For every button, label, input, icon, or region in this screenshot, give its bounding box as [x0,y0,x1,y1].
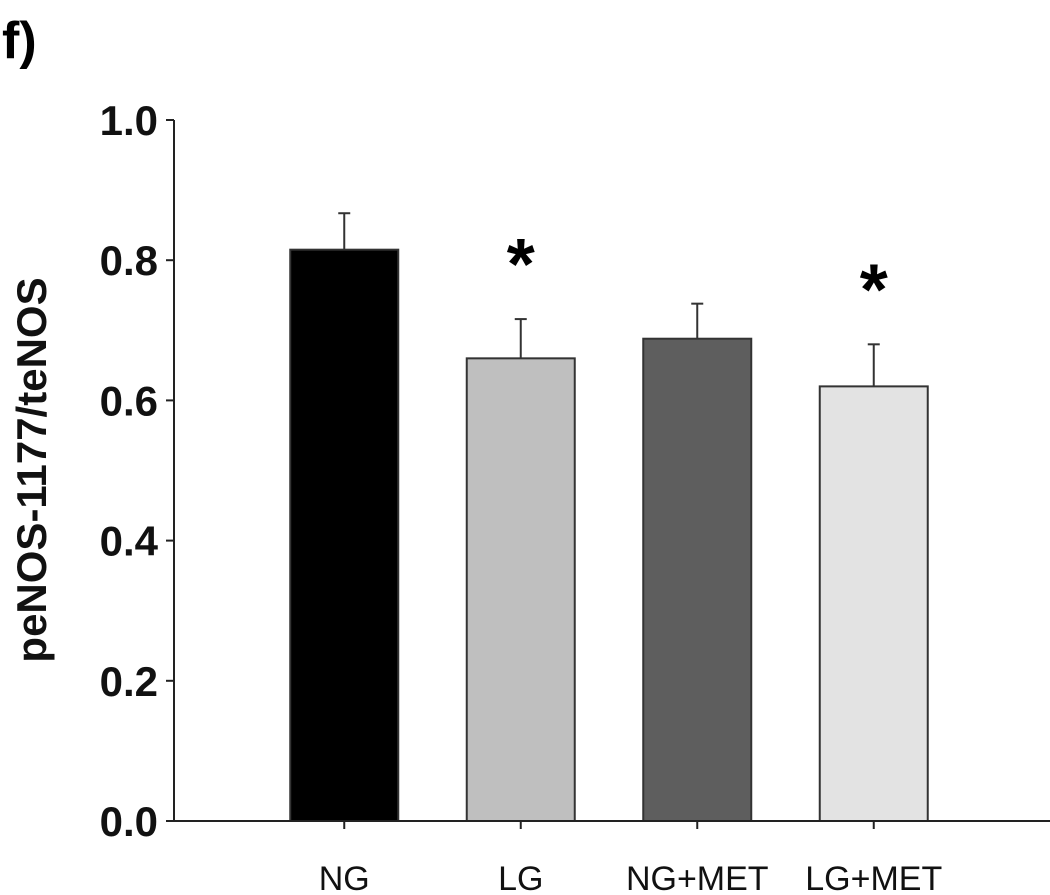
y-tick-label: 0.8 [100,237,158,284]
y-tick-label: 0.4 [100,518,159,565]
bar [642,337,753,822]
y-axis-title: peNOS-1177/teNOS [8,277,55,662]
y-tick-label: 0.0 [100,798,158,845]
x-ticks-layer: NG LG NG+MET LG+MET [319,821,942,895]
significance-marker: * [507,225,535,305]
bar [465,357,576,822]
bars-layer [289,248,929,822]
significance-marker: * [860,250,888,330]
bar [818,385,929,822]
x-tick-label: NG [319,860,370,895]
y-tick-label: 0.6 [100,377,158,424]
significance-layer: * * [507,225,888,330]
panel-label: f) [2,12,37,70]
y-ticks-layer: 0.0 0.2 0.4 0.6 0.8 1.0 [100,97,174,845]
y-tick-label: 1.0 [100,97,158,144]
bar [289,248,400,822]
error-bars-layer [338,212,880,387]
x-tick-label: LG+MET [805,860,942,895]
x-tick-label: LG [498,860,543,895]
y-tick-label: 0.2 [100,658,158,705]
axes-layer [173,120,1050,822]
x-tick-label: NG+MET [626,860,769,895]
